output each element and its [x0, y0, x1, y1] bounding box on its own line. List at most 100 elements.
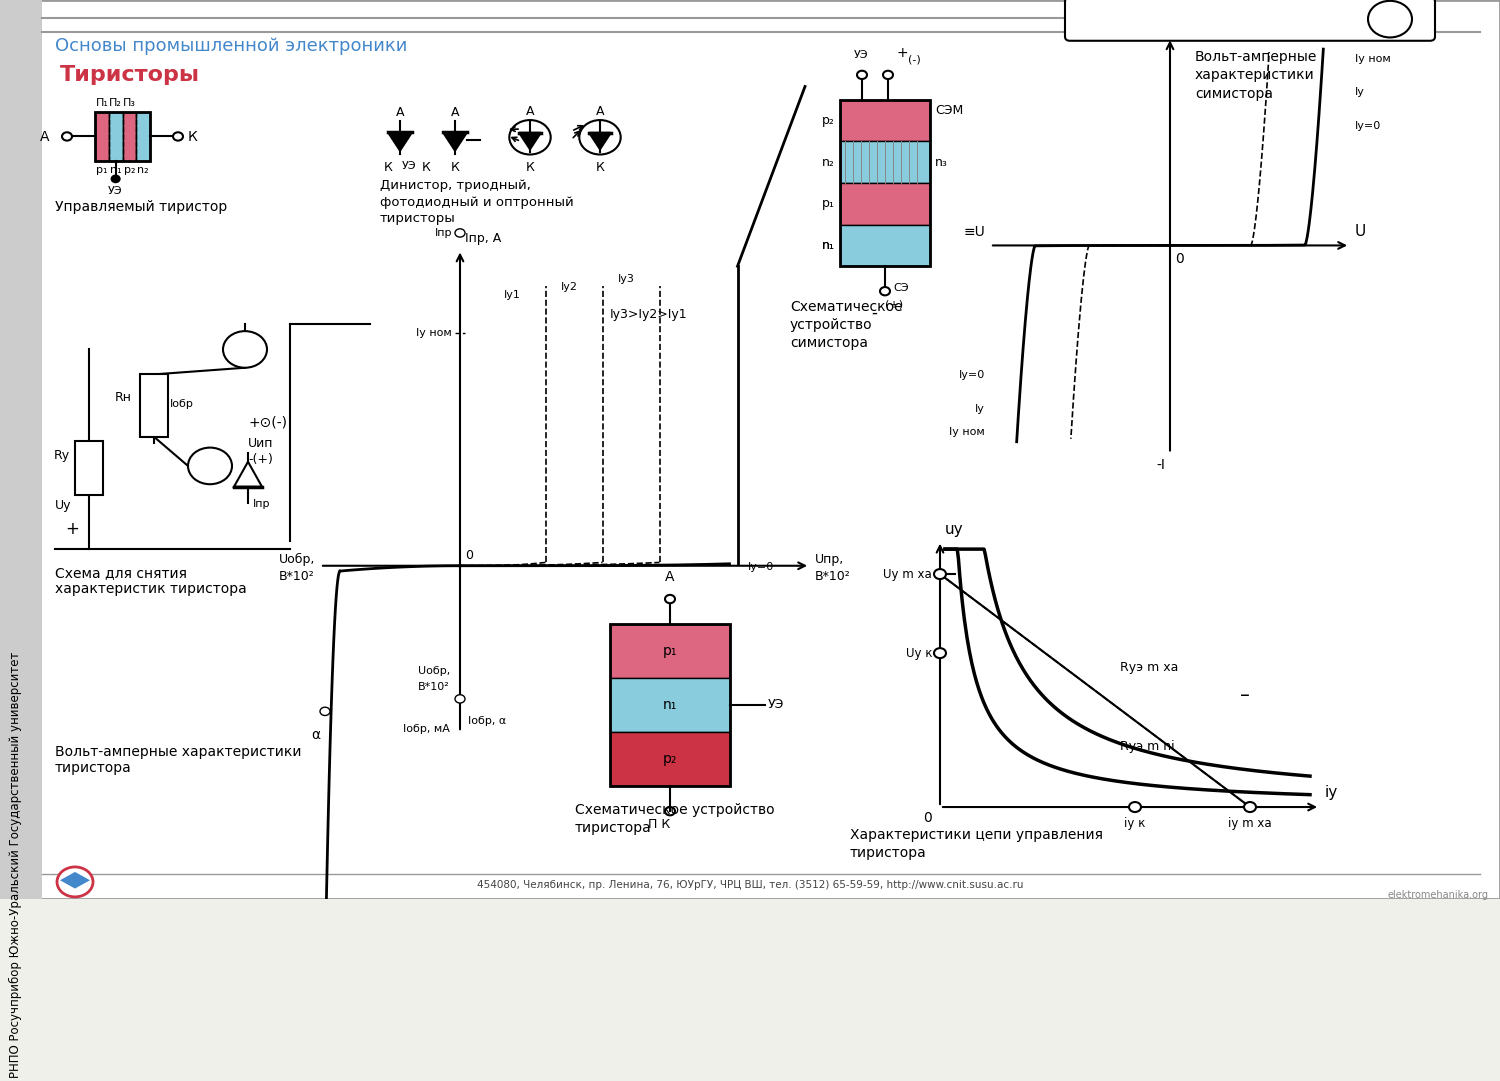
Text: Iу2: Iу2: [561, 282, 578, 292]
Text: (+): (+): [885, 299, 903, 309]
Bar: [0, 0, 42, 899]
Bar: [136, 112, 150, 161]
Text: УЭ: УЭ: [768, 698, 784, 711]
Text: +: +: [64, 520, 80, 538]
Text: -: -: [871, 304, 877, 322]
Text: А: А: [240, 342, 249, 356]
Polygon shape: [388, 132, 412, 150]
Circle shape: [664, 595, 675, 603]
Text: Rн: Rн: [116, 391, 132, 404]
Text: n₁: n₁: [663, 698, 676, 712]
Bar: [610, 678, 730, 732]
Text: А: А: [666, 570, 675, 584]
Text: 454080, Челябинск, пр. Ленина, 76, ЮУрГУ, ЧРЦ ВШ, тел. (3512) 65-59-59, http://w: 454080, Челябинск, пр. Ленина, 76, ЮУрГУ…: [477, 880, 1023, 891]
Circle shape: [57, 867, 93, 897]
Circle shape: [172, 132, 183, 141]
Text: n₂: n₂: [822, 156, 836, 169]
Text: А: А: [450, 106, 459, 119]
Text: СЭ: СЭ: [892, 283, 909, 293]
Text: Uу m ха: Uу m ха: [884, 568, 932, 580]
Text: Iобр, мА: Iобр, мА: [404, 724, 450, 734]
Text: Iу ном: Iу ном: [950, 427, 986, 437]
Text: p₁: p₁: [663, 644, 678, 658]
Text: А: А: [525, 105, 534, 118]
Text: Характеристики цепи управления: Характеристики цепи управления: [850, 828, 1102, 842]
Bar: [840, 99, 930, 142]
Text: iу: iу: [1324, 786, 1338, 800]
Text: n₁: n₁: [822, 239, 836, 252]
Text: Iу3>Iу2>Iу1: Iу3>Iу2>Iу1: [610, 308, 687, 321]
Text: 0: 0: [1174, 252, 1184, 266]
Text: (-): (-): [908, 55, 921, 65]
Text: Динистор, триодный,: Динистор, триодный,: [380, 178, 531, 192]
Bar: [840, 225, 930, 266]
Text: Uип: Uип: [248, 437, 273, 450]
Circle shape: [454, 229, 465, 237]
Text: Тиристоры: Тиристоры: [60, 65, 200, 85]
Text: В*10²: В*10²: [279, 570, 315, 583]
Text: РНПО Росучприбор Южно-Уральский Государственный университет: РНПО Росучприбор Южно-Уральский Государс…: [9, 652, 22, 1079]
Text: +: +: [896, 45, 908, 59]
Text: В*10²: В*10²: [419, 682, 450, 692]
Bar: [108, 112, 123, 161]
Bar: [123, 112, 136, 161]
Circle shape: [1130, 802, 1142, 812]
Text: Iу: Iу: [1354, 88, 1365, 97]
Text: Iу=0: Iу=0: [958, 370, 986, 381]
Text: n₁: n₁: [822, 239, 836, 252]
Text: -I: -I: [1156, 457, 1166, 471]
Text: Iу=0: Iу=0: [1354, 121, 1382, 131]
Text: К: К: [596, 161, 604, 174]
Text: Iу3: Iу3: [618, 273, 634, 283]
Text: А: А: [40, 130, 50, 144]
Text: Схематическое устройство: Схематическое устройство: [574, 803, 774, 817]
Text: симистора: симистора: [790, 336, 868, 350]
Text: iу к: iу к: [1125, 817, 1146, 830]
Text: Вольт-амперные: Вольт-амперные: [1196, 50, 1317, 64]
Text: α: α: [310, 728, 320, 742]
Text: p₂: p₂: [663, 752, 676, 766]
Text: Uобр,: Uобр,: [279, 553, 315, 566]
Text: характеристик тиристора: характеристик тиристора: [56, 583, 246, 597]
Circle shape: [224, 331, 267, 368]
Text: СЭМ: СЭМ: [934, 104, 963, 117]
Text: Iпр, А: Iпр, А: [465, 232, 501, 245]
Circle shape: [934, 569, 946, 579]
Polygon shape: [442, 132, 466, 150]
Text: Iу: Iу: [975, 403, 986, 414]
Bar: [610, 624, 730, 786]
Text: p₁: p₁: [822, 197, 836, 210]
Text: Iпр: Iпр: [254, 499, 270, 509]
Text: П₂: П₂: [110, 98, 122, 108]
Text: iу m ха: iу m ха: [1228, 817, 1272, 830]
Text: УЭ: УЭ: [108, 186, 123, 196]
Text: Iу ном: Iу ном: [1354, 54, 1390, 64]
Text: В*10²: В*10²: [815, 570, 850, 583]
Text: 0: 0: [922, 811, 932, 825]
Text: П₃: П₃: [123, 98, 136, 108]
Text: А: А: [596, 105, 604, 118]
Text: УЭ: УЭ: [853, 50, 868, 59]
Bar: [75, 441, 104, 495]
Polygon shape: [590, 133, 610, 149]
Text: Rу: Rу: [54, 450, 70, 463]
Text: тиристоры: тиристоры: [380, 212, 456, 225]
Circle shape: [880, 288, 890, 295]
Circle shape: [111, 175, 120, 183]
Polygon shape: [60, 872, 90, 889]
Text: U: U: [1354, 224, 1366, 239]
Text: УЭ: УЭ: [402, 161, 417, 171]
Text: характеристики: характеристики: [1196, 68, 1314, 82]
Text: Iобр: Iобр: [170, 399, 194, 410]
Text: Основы промышленной электроники: Основы промышленной электроники: [56, 38, 408, 55]
Bar: [840, 183, 930, 225]
Bar: [840, 142, 930, 183]
Text: К: К: [422, 161, 430, 174]
Circle shape: [1244, 802, 1256, 812]
Circle shape: [884, 70, 892, 79]
Text: П₁: П₁: [96, 98, 108, 108]
Text: тиристора: тиристора: [56, 761, 132, 775]
Bar: [840, 99, 930, 266]
Text: Iпр: Iпр: [435, 228, 451, 238]
Bar: [94, 112, 150, 161]
